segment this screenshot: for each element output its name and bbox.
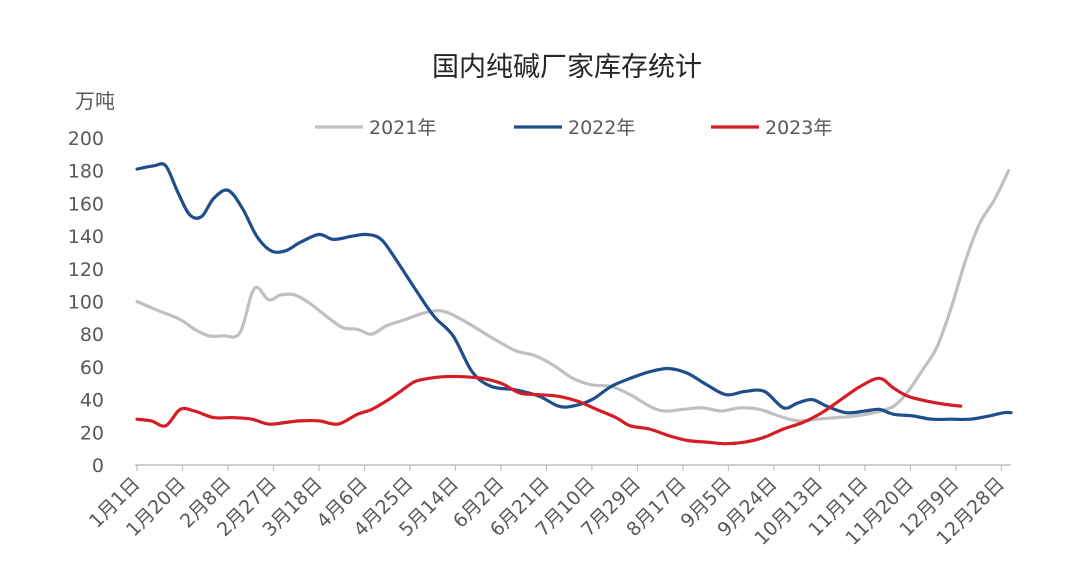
chart-legend: 2021年 2022年 2023年 bbox=[315, 117, 832, 139]
series-line-1 bbox=[135, 169, 1011, 423]
y-tick-label: 200 bbox=[68, 128, 104, 150]
y-axis-ticks: 0 20 40 60 80 100 120 140 160 180 200 bbox=[68, 128, 104, 477]
y-tick-label: 100 bbox=[68, 292, 104, 314]
y-tick-label: 60 bbox=[80, 357, 104, 379]
y-tick-label: 40 bbox=[80, 390, 104, 412]
legend-label-2: 2022年 bbox=[568, 117, 635, 139]
y-axis-unit-label: 万吨 bbox=[75, 89, 115, 113]
y-tick-label: 160 bbox=[68, 193, 104, 215]
y-tick-label: 120 bbox=[68, 259, 104, 281]
y-tick-label: 20 bbox=[80, 422, 104, 444]
series-line-2 bbox=[135, 162, 1013, 422]
y-tick-label: 0 bbox=[92, 455, 104, 477]
y-tick-label: 80 bbox=[80, 324, 104, 346]
legend-label-3: 2023年 bbox=[765, 117, 832, 139]
chart-title: 国内纯碱厂家库存统计 bbox=[432, 52, 702, 83]
series-layer bbox=[135, 162, 1013, 446]
series-line-3 bbox=[135, 374, 963, 446]
x-axis-ticks: 1月1日1月20日2月8日2月27日3月18日4月6日4月25日5月14日6月2… bbox=[85, 465, 1009, 550]
legend-label-1: 2021年 bbox=[369, 117, 436, 139]
y-tick-label: 180 bbox=[68, 161, 104, 183]
y-tick-label: 140 bbox=[68, 226, 104, 248]
